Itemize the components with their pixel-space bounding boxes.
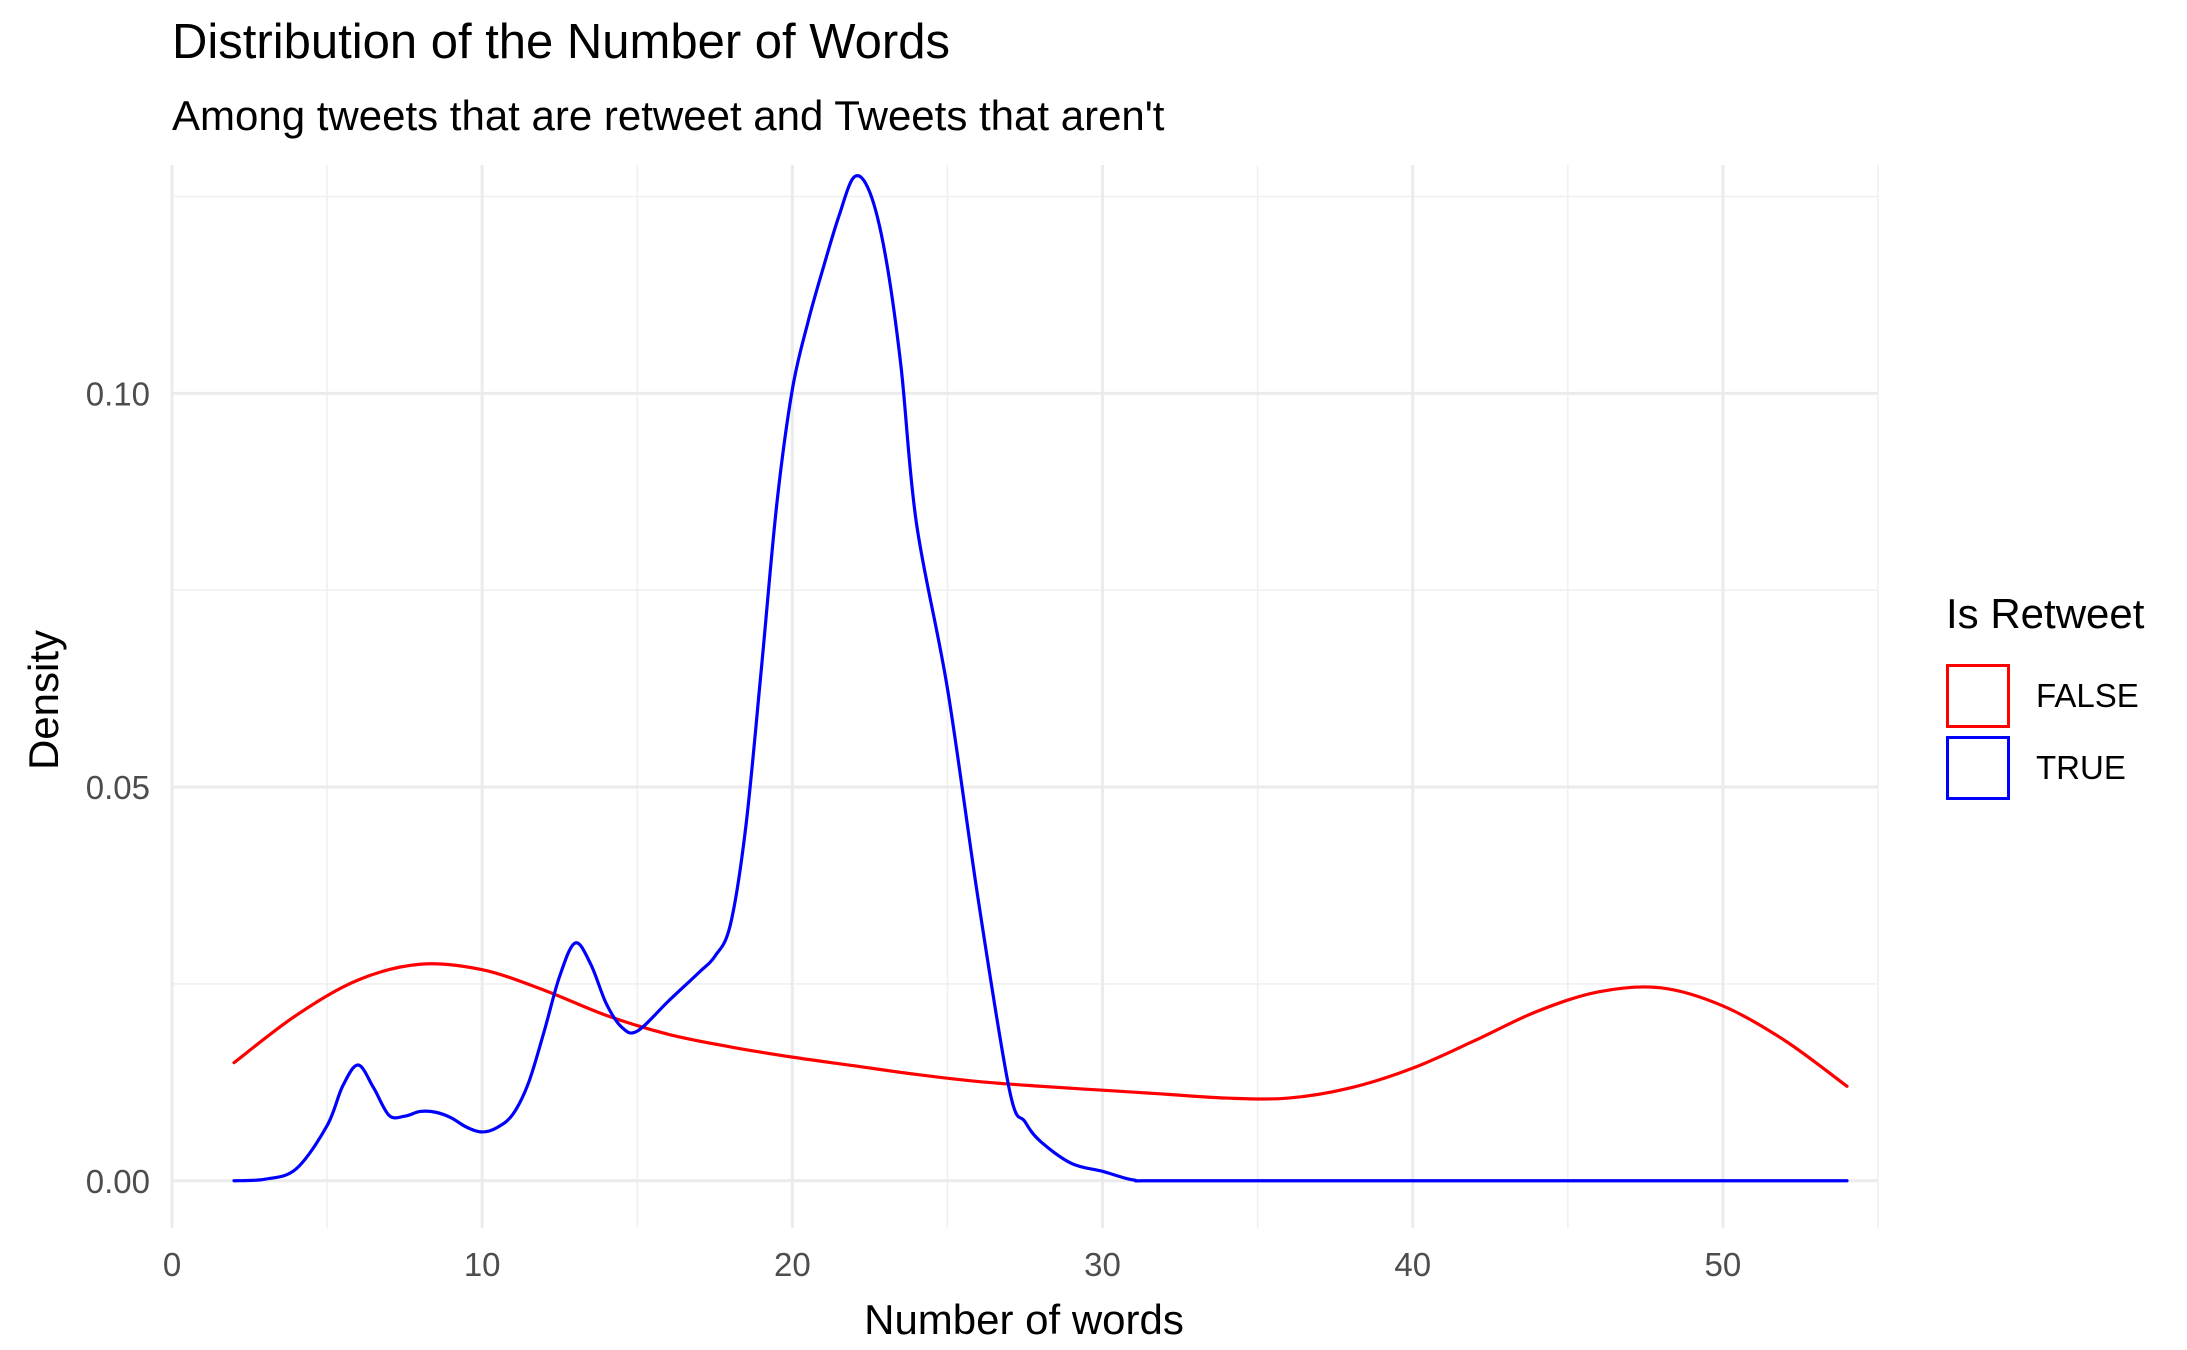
y-tick-label: 0.05 xyxy=(86,769,150,806)
legend-key-false xyxy=(1946,664,2010,728)
legend-item-true: TRUE xyxy=(1946,732,2144,804)
x-tick-label: 0 xyxy=(163,1246,181,1283)
x-axis-tick-labels: 0 10 20 30 40 50 xyxy=(163,1246,1741,1283)
legend: Is Retweet FALSE TRUE xyxy=(1946,590,2144,804)
x-axis-title: Number of words xyxy=(864,1296,1184,1343)
chart-subtitle: Among tweets that are retweet and Tweets… xyxy=(172,92,1165,139)
y-axis-tick-labels: 0.00 0.05 0.10 xyxy=(86,375,150,1199)
x-tick-label: 40 xyxy=(1394,1246,1431,1283)
legend-title: Is Retweet xyxy=(1946,590,2145,637)
legend-item-false: FALSE xyxy=(1946,660,2144,732)
y-tick-label: 0.10 xyxy=(86,375,150,412)
x-tick-label: 20 xyxy=(774,1246,811,1283)
density-line-true xyxy=(232,174,1849,1183)
y-axis-title: Density xyxy=(20,630,67,770)
x-tick-label: 50 xyxy=(1705,1246,1742,1283)
x-tick-label: 10 xyxy=(464,1246,501,1283)
y-tick-label: 0.00 xyxy=(86,1163,150,1200)
minor-gridlines xyxy=(172,165,1879,1228)
legend-label-false: FALSE xyxy=(2036,677,2139,714)
series-lines xyxy=(232,174,1849,1183)
x-tick-label: 30 xyxy=(1084,1246,1121,1283)
major-gridlines xyxy=(170,165,1878,1228)
legend-label-true: TRUE xyxy=(2036,749,2126,786)
legend-key-true xyxy=(1946,736,2010,800)
density-line-false xyxy=(232,962,1849,1101)
chart-title: Distribution of the Number of Words xyxy=(172,15,950,69)
